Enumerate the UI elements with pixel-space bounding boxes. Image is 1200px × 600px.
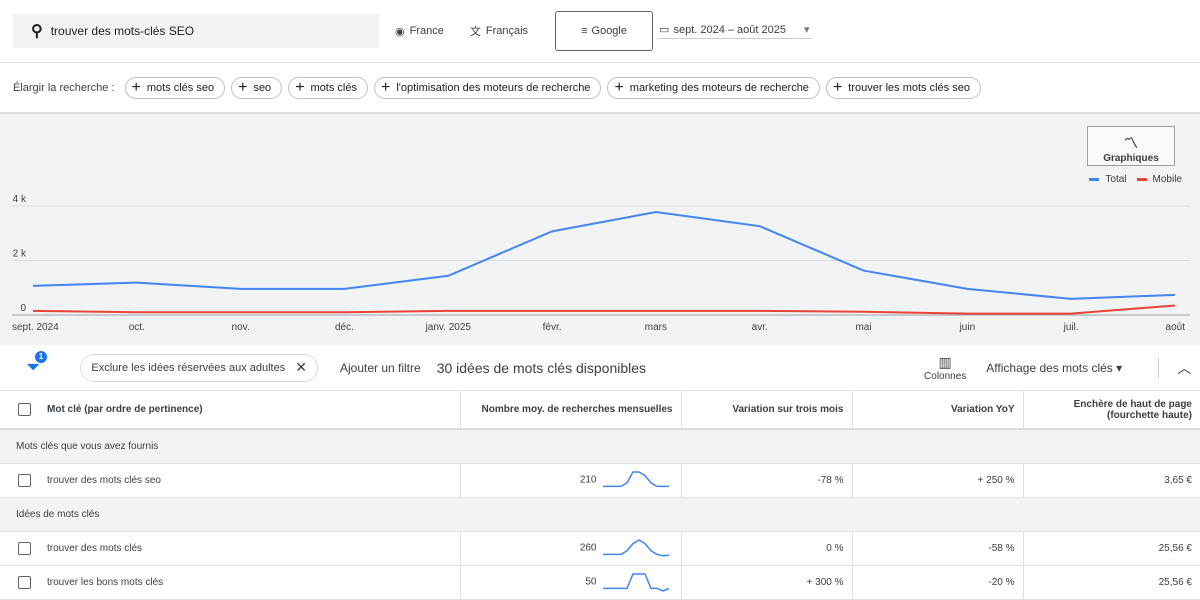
x-tick-label: févr. <box>543 322 562 333</box>
x-tick-label: janv. 2025 <box>425 322 472 333</box>
calendar-icon: ▭ <box>659 24 670 36</box>
legend-total: Total <box>1089 174 1127 185</box>
x-tick-label: juil. <box>1063 322 1079 333</box>
close-icon[interactable]: ✕ <box>295 359 307 375</box>
broaden-search: Élargir la recherche : + mots clés seo + se… <box>0 62 1200 112</box>
series-line-total <box>32 210 1176 300</box>
ideas-count: 30 idées de mots clés disponibles <box>436 359 647 376</box>
filter-bar: ⏷ 1 Exclure les idées réservées aux adult… <box>0 345 1200 391</box>
date-range-selector[interactable]: ▭ sept. 2024 – août 2025 ▾ <box>657 23 812 39</box>
trend-icon: 〽 <box>1124 135 1138 151</box>
chart-area: 〽 Graphiques Total Mobile 0 2 k 4 k sept. 20… <box>0 112 1200 345</box>
x-tick-label: oct. <box>129 322 145 333</box>
plus-icon: + <box>832 78 843 96</box>
col-bid[interactable]: Enchère de haut de page (fourchette haut… <box>1023 391 1200 430</box>
columns-button[interactable]: ▥ Colonnes <box>924 353 967 382</box>
select-all-checkbox[interactable] <box>18 403 31 416</box>
broaden-chip[interactable]: + trouver les mots clés seo <box>825 76 981 99</box>
broaden-chip[interactable]: + seo <box>231 76 283 99</box>
series-line-mobile <box>32 304 1176 315</box>
network-icon: ≡ <box>581 25 588 37</box>
search-icon: ⚲ <box>31 23 43 40</box>
dropdown-arrow-icon: ▾ <box>1116 360 1123 375</box>
y-tick-label: 2 k <box>13 249 27 260</box>
row-checkbox[interactable] <box>18 575 31 589</box>
plus-icon: + <box>614 78 624 96</box>
keyword-table: Mot clé (par ordre de pertinence) Nombre… <box>0 391 1200 600</box>
group-header: Mots clés que vous avez fournis <box>0 429 1200 464</box>
add-filter-link[interactable]: Ajouter un filtre <box>339 360 421 375</box>
x-tick-label: nov. <box>232 322 250 333</box>
search-input[interactable]: ⚲ trouver des mots-clés SEO <box>13 14 379 48</box>
plus-icon: + <box>295 78 305 96</box>
plus-icon: + <box>381 78 391 96</box>
location-pin-icon: ◉ <box>395 25 405 38</box>
filter-icon[interactable]: ⏷ 1 <box>26 351 47 378</box>
group-header: Idées de mots clés <box>0 497 1200 532</box>
y-tick-label: 0 <box>20 303 26 314</box>
line-chart: 0 2 k 4 k sept. 2024 oct. nov. déc. janv. 2025 f… <box>12 194 1190 333</box>
trend-sparkline <box>602 573 669 592</box>
col-yoy[interactable]: Variation YoY <box>852 391 1024 430</box>
adult-filter-chip[interactable]: Exclure les idées réservées aux adultes ✕ <box>80 353 318 382</box>
trend-sparkline <box>602 539 669 557</box>
collapse-icon[interactable]: ︿ <box>1158 357 1191 378</box>
col-3month[interactable]: Variation sur trois mois <box>681 391 853 430</box>
graph-button[interactable]: 〽 Graphiques <box>1087 126 1175 166</box>
row-checkbox[interactable] <box>18 473 31 487</box>
y-tick-label: 4 k <box>13 194 27 205</box>
location-selector[interactable]: ◉ France <box>395 25 444 38</box>
translate-icon: 文 <box>469 26 481 38</box>
broaden-chip[interactable]: + mots clés <box>288 76 368 99</box>
row-checkbox[interactable] <box>18 541 31 555</box>
broaden-label: Élargir la recherche : <box>13 81 115 94</box>
x-tick-label: mai <box>855 322 871 333</box>
x-tick-label: avr. <box>752 322 768 333</box>
broaden-chip[interactable]: + marketing des moteurs de recherche <box>607 76 820 99</box>
chart-legend: Total Mobile <box>1089 174 1182 185</box>
table-row[interactable]: trouver des mots clés seo 210 -78 % + 250 %… <box>0 463 1200 498</box>
search-bar: ⚲ trouver des mots-clés SEO ◉ France 文 Fran… <box>0 0 1200 62</box>
table-row[interactable]: trouver des mots clés 260 0 % -58 % 25,56 € <box>0 531 1200 566</box>
plus-icon: + <box>131 78 141 96</box>
broaden-chip[interactable]: + l'optimisation des moteurs de recherche <box>374 76 602 99</box>
keyword-view-dropdown[interactable]: Affichage des mots clés ▾ <box>986 360 1123 375</box>
legend-mobile: Mobile <box>1136 174 1182 185</box>
columns-icon: ▥ <box>938 353 952 370</box>
x-tick-label: déc. <box>335 322 354 333</box>
table-row[interactable]: trouver les bons mots clés 50 + 300 % -20 %… <box>0 565 1200 600</box>
x-tick-label: août <box>1166 322 1186 333</box>
plus-icon: + <box>238 78 248 96</box>
chevron-down-icon: ▾ <box>804 24 810 36</box>
x-tick-label: juin <box>959 322 976 333</box>
broaden-chip[interactable]: + mots clés seo <box>124 76 226 99</box>
x-tick-label: sept. 2024 <box>12 322 59 333</box>
col-avg-searches[interactable]: Nombre moy. de recherches mensuelles <box>460 391 682 430</box>
language-selector[interactable]: 文 Français <box>469 25 529 38</box>
x-tick-label: mars <box>645 322 667 333</box>
trend-sparkline <box>602 471 669 488</box>
network-selector[interactable]: ≡ Google <box>555 11 654 51</box>
